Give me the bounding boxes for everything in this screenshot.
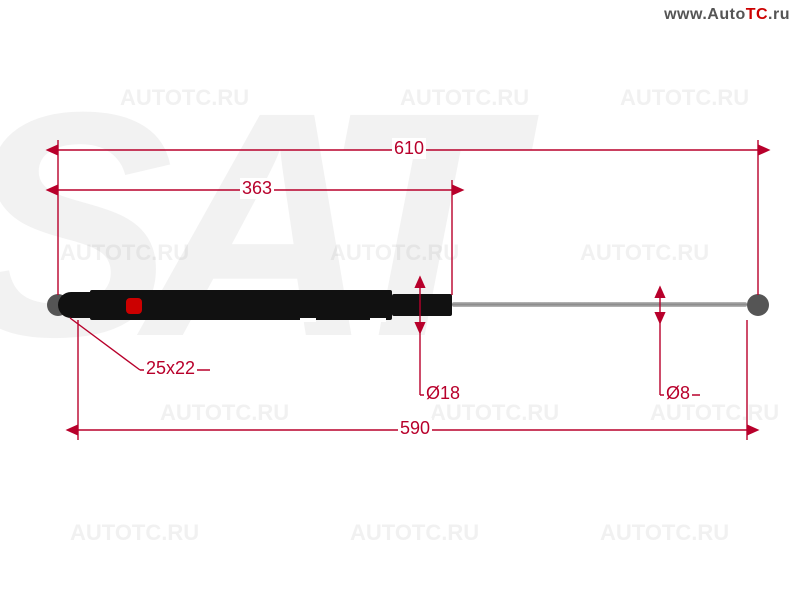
bg-watermark: AUTOTC.RU: [350, 520, 479, 546]
bg-watermark: AUTOTC.RU: [120, 85, 249, 111]
body-notch: [300, 318, 316, 322]
right-ball-socket: [747, 294, 769, 316]
body-notch: [370, 318, 386, 322]
dim-endcap: 25x22: [144, 358, 197, 379]
piston-rod: [452, 302, 747, 307]
release-button: [126, 298, 142, 314]
dim-centers: 590: [398, 418, 432, 439]
left-end-cap: [58, 292, 94, 318]
watermark-url: www.AutoTC.ru: [664, 6, 790, 24]
dim-body-dia: Ø18: [424, 383, 462, 404]
bg-watermark: AUTOTC.RU: [160, 400, 289, 426]
bg-watermark: AUTOTC.RU: [60, 240, 189, 266]
bg-watermark: AUTOTC.RU: [400, 85, 529, 111]
dim-body: 363: [240, 178, 274, 199]
dim-rod-dia: Ø8: [664, 383, 692, 404]
diagram-stage: SAT AUTOTC.RU AUTOTC.RU AUTOTC.RU AUTOTC…: [0, 0, 800, 600]
dim-overall: 610: [392, 138, 426, 159]
bg-watermark: AUTOTC.RU: [70, 520, 199, 546]
url-red: TC: [746, 6, 768, 23]
url-suffix: .ru: [768, 6, 790, 23]
cylinder-step: [392, 294, 452, 316]
bg-watermark: AUTOTC.RU: [600, 520, 729, 546]
background-logo: SAT: [0, 40, 486, 408]
bg-watermark: AUTOTC.RU: [580, 240, 709, 266]
bg-watermark: AUTOTC.RU: [620, 85, 749, 111]
url-prefix: www.Auto: [664, 6, 746, 23]
bg-watermark: AUTOTC.RU: [330, 240, 459, 266]
